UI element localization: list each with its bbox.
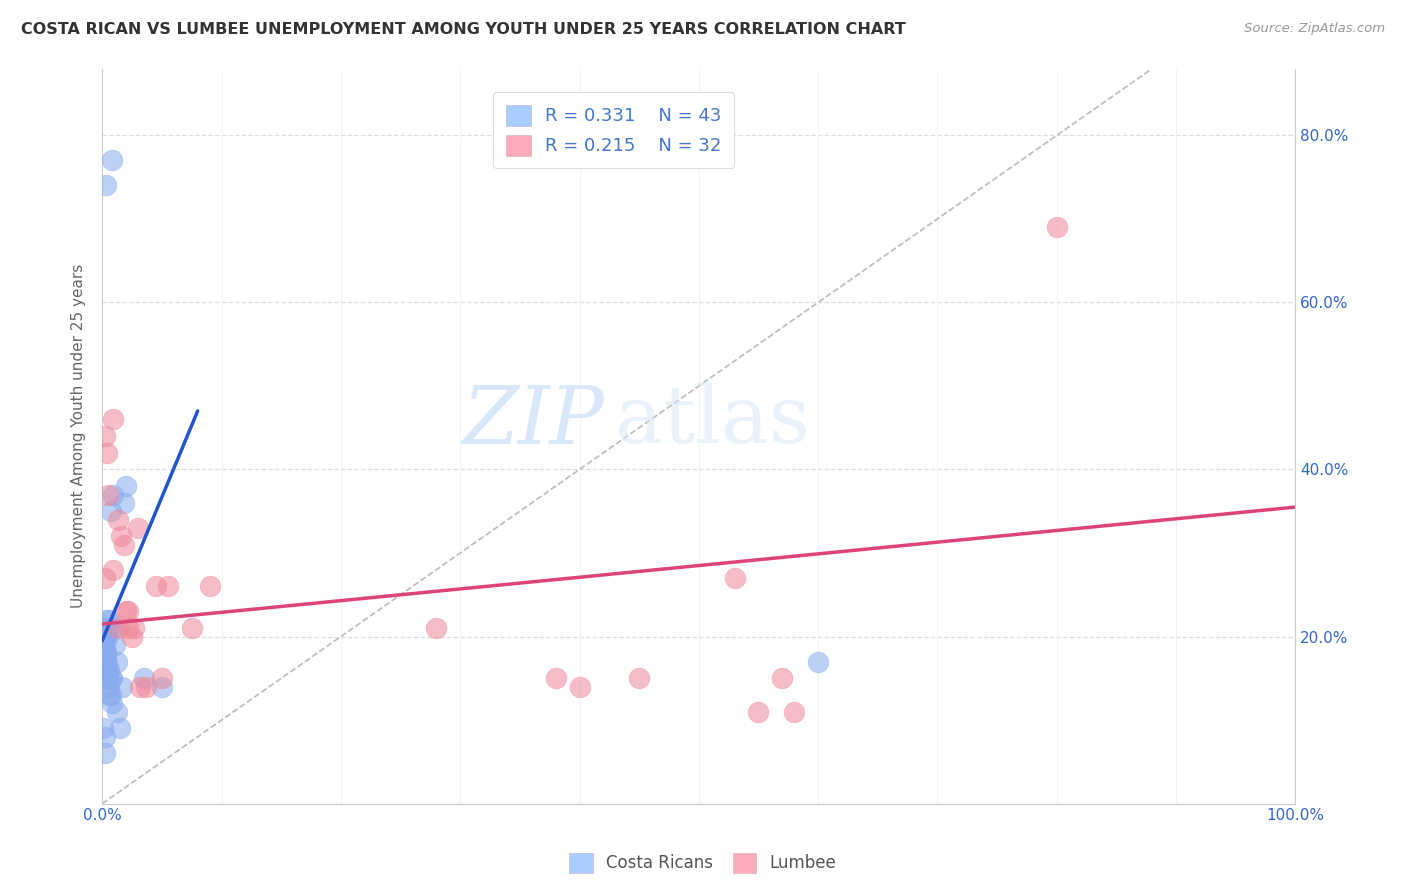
Point — [98, 613, 121, 627]
Point — [112, 496, 135, 510]
Point — [117, 605, 139, 619]
Point — [132, 671, 155, 685]
Point — [150, 680, 173, 694]
Point — [97, 663, 120, 677]
Point — [544, 671, 567, 685]
Text: COSTA RICAN VS LUMBEE UNEMPLOYMENT AMONG YOUTH UNDER 25 YEARS CORRELATION CHART: COSTA RICAN VS LUMBEE UNEMPLOYMENT AMONG… — [21, 22, 905, 37]
Point — [93, 571, 115, 585]
Point — [747, 705, 769, 719]
Point — [770, 671, 793, 685]
Y-axis label: Unemployment Among Youth under 25 years: Unemployment Among Youth under 25 years — [72, 264, 86, 608]
Point — [94, 646, 117, 660]
Point — [94, 655, 117, 669]
Text: Source: ZipAtlas.com: Source: ZipAtlas.com — [1244, 22, 1385, 36]
Point — [93, 638, 115, 652]
Point — [96, 613, 118, 627]
Point — [112, 538, 135, 552]
Legend: R = 0.331    N = 43, R = 0.215    N = 32: R = 0.331 N = 43, R = 0.215 N = 32 — [494, 92, 734, 169]
Point — [135, 680, 157, 694]
Point — [100, 153, 122, 168]
Point — [97, 621, 120, 635]
Point — [129, 680, 152, 694]
Point — [93, 722, 115, 736]
Point — [425, 621, 447, 635]
Point — [100, 688, 122, 702]
Text: ZIP: ZIP — [461, 383, 603, 460]
Point — [101, 563, 124, 577]
Point — [93, 663, 115, 677]
Point — [198, 579, 221, 593]
Point — [180, 621, 202, 635]
Point — [97, 487, 120, 501]
Point — [150, 671, 173, 685]
Point — [98, 663, 121, 677]
Point — [156, 579, 179, 593]
Point — [93, 730, 115, 744]
Point — [1046, 220, 1069, 235]
Point — [97, 671, 120, 685]
Point — [98, 680, 121, 694]
Point — [100, 504, 122, 518]
Point — [145, 579, 167, 593]
Point — [124, 621, 146, 635]
Point — [107, 621, 129, 635]
Point — [568, 680, 591, 694]
Point — [115, 479, 138, 493]
Point — [94, 630, 117, 644]
Point — [105, 655, 128, 669]
Point — [127, 521, 149, 535]
Point — [105, 705, 128, 719]
Point — [121, 630, 143, 644]
Point — [94, 178, 117, 193]
Point — [100, 671, 122, 685]
Point — [93, 630, 115, 644]
Point — [93, 621, 115, 635]
Point — [96, 446, 118, 460]
Point — [96, 655, 118, 669]
Legend: Costa Ricans, Lumbee: Costa Ricans, Lumbee — [562, 847, 844, 880]
Point — [97, 671, 120, 685]
Point — [783, 705, 806, 719]
Point — [104, 638, 127, 652]
Point — [117, 621, 139, 635]
Point — [723, 571, 745, 585]
Point — [110, 529, 132, 543]
Point — [107, 513, 129, 527]
Point — [93, 630, 115, 644]
Point — [108, 722, 131, 736]
Point — [628, 671, 651, 685]
Point — [807, 655, 830, 669]
Point — [101, 487, 124, 501]
Point — [94, 646, 117, 660]
Point — [93, 429, 115, 443]
Text: atlas: atlas — [616, 383, 810, 460]
Point — [93, 638, 115, 652]
Point — [101, 621, 124, 635]
Point — [115, 605, 138, 619]
Point — [101, 412, 124, 426]
Point — [98, 688, 121, 702]
Point — [100, 697, 122, 711]
Point — [111, 680, 134, 694]
Point — [93, 747, 115, 761]
Point — [100, 671, 122, 685]
Point — [96, 630, 118, 644]
